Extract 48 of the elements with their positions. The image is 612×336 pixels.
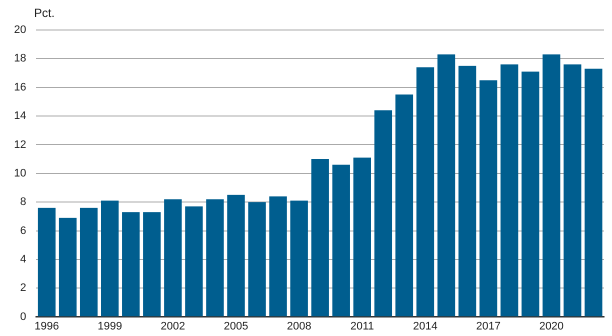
bar: [584, 68, 602, 316]
y-tick-label: 20: [14, 24, 26, 36]
bar: [290, 200, 308, 316]
bar: [206, 199, 224, 316]
y-tick-label: 6: [20, 224, 26, 237]
bar: [58, 218, 77, 316]
x-tick-label: 1999: [98, 320, 122, 332]
y-tick-label: 4: [20, 253, 26, 266]
y-tick-label: 14: [14, 110, 26, 122]
y-tick-label: 0: [20, 310, 26, 323]
x-tick-label: 2002: [160, 320, 186, 332]
bar: [564, 64, 582, 316]
bar: [458, 66, 476, 316]
x-tick-label: 2017: [476, 320, 501, 332]
bar: [38, 208, 56, 316]
x-tick-label: 2008: [286, 320, 312, 332]
bar: [122, 212, 140, 316]
bar: [248, 202, 266, 316]
bar: [80, 208, 98, 316]
bar: [480, 80, 498, 316]
bar: [353, 158, 372, 316]
bar: [311, 159, 329, 316]
x-tick-label: 2014: [413, 320, 438, 332]
bar: [185, 206, 203, 316]
x-tick-label: 2020: [539, 320, 564, 332]
bar: [143, 212, 161, 316]
x-tick-label: 2011: [350, 320, 374, 332]
bar: [437, 54, 456, 316]
bar: [522, 72, 540, 316]
y-axis-title: Pct.: [34, 6, 55, 20]
bar: [269, 196, 287, 316]
y-tick-label: 10: [14, 167, 26, 180]
bar: [542, 54, 560, 316]
y-tick-label: 18: [14, 52, 26, 65]
x-tick-label: 1996: [34, 320, 59, 332]
bar: [164, 199, 182, 316]
bar: [374, 110, 392, 316]
bar: [332, 164, 350, 316]
y-tick-label: 2: [20, 282, 26, 294]
bar: [227, 194, 245, 316]
bar: [416, 67, 434, 316]
y-tick-label: 12: [14, 138, 26, 151]
bar: [395, 94, 414, 316]
bar: [500, 64, 518, 316]
y-tick-label: 8: [20, 196, 26, 208]
bar: [101, 200, 119, 316]
y-tick-label: 16: [14, 81, 26, 94]
x-tick-label: 2005: [224, 320, 248, 332]
